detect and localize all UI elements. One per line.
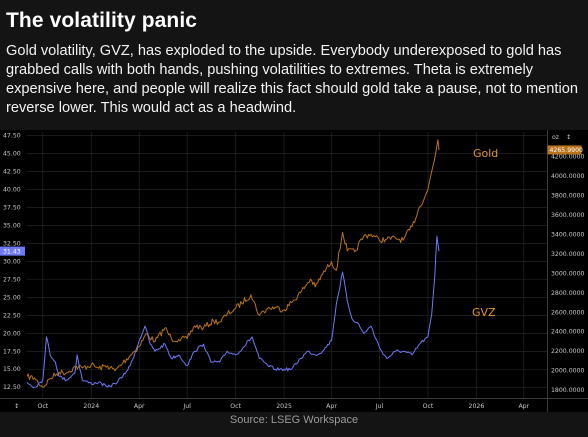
right-axis-tick-label: 2200.0000 xyxy=(551,348,585,355)
right-axis-tick-label: 2400.0000 xyxy=(551,329,585,336)
gold-series-line xyxy=(26,139,440,388)
right-axis-tick-label: 3200.0000 xyxy=(551,251,585,258)
right-axis-tick-label: 1800.0000 xyxy=(551,387,585,394)
right-axis-tick-label: 3400.0000 xyxy=(551,231,585,238)
right-axis-tick-label: 4000.0000 xyxy=(551,173,585,180)
x-axis-tick-label: Apr xyxy=(134,403,145,410)
left-axis-ticks: 12.50 15.00 17.50 20.00 22.50 25.00 27.50 30.00… xyxy=(3,133,21,392)
grid-lines xyxy=(27,132,547,398)
left-axis-tick-label: 45.00 xyxy=(3,151,21,158)
gold-series-label: Gold xyxy=(473,147,498,160)
left-axis-tick-label: 47.50 xyxy=(3,133,21,140)
right-axis-tick-label: 3600.0000 xyxy=(551,212,585,219)
x-axis-tick-label: Oct xyxy=(230,403,241,410)
x-axis-tick-label: Oct xyxy=(423,403,434,410)
right-axis-tick-label: 2800.0000 xyxy=(551,290,585,297)
right-axis-unit: oz xyxy=(552,134,559,141)
left-axis-tick-label: 27.50 xyxy=(3,276,21,283)
left-axis-tick-label: 42.50 xyxy=(3,169,21,176)
x-axis-tick-label: Jul xyxy=(375,403,384,410)
chart-background xyxy=(0,130,588,412)
bottom-axis-handle[interactable]: ↕ xyxy=(14,403,19,410)
x-axis-tick-label: 2024 xyxy=(83,403,99,410)
left-axis-tick-label: 17.50 xyxy=(3,348,21,355)
right-axis-ticks: 1800.0000 2000.0000 2200.0000 2400.0000 2600… xyxy=(551,153,585,394)
left-axis-tick-label: 30.00 xyxy=(3,258,21,265)
series-lines xyxy=(26,139,440,389)
right-axis-tick-label: 2600.0000 xyxy=(551,309,585,316)
left-axis-tick-label: 40.00 xyxy=(3,187,21,194)
gvz-last-value-text: 31.43 xyxy=(3,248,21,255)
right-axis-tick-label: 3000.0000 xyxy=(551,270,585,277)
left-axis-tick-label: 32.50 xyxy=(3,240,21,247)
page-title: The volatility panic xyxy=(6,9,198,32)
right-axis-unit-suffix: ↕ xyxy=(566,134,571,141)
gold-last-value-badge xyxy=(547,145,582,155)
last-value-badges: 4265.9900 31.43 xyxy=(0,145,584,256)
gvz-last-value-badge xyxy=(0,246,25,256)
right-axis-tick-label: 3800.0000 xyxy=(551,192,585,199)
left-axis-tick-label: 15.00 xyxy=(3,366,21,373)
left-axis-tick-label: 12.50 xyxy=(3,384,21,391)
gvz-series-label: GVZ xyxy=(472,306,496,319)
gold-last-value-text: 4265.9900 xyxy=(550,147,584,154)
right-axis-tick-label: 4200.0000 xyxy=(551,153,585,160)
x-axis-tick-label: Apr xyxy=(326,403,337,410)
intro-paragraph: Gold volatility, GVZ, has exploded to th… xyxy=(6,43,578,116)
left-axis-tick-label: 22.50 xyxy=(3,312,21,319)
x-axis-tick-label: Oct xyxy=(37,403,48,410)
gold-gvz-chart: oz ↕ ↕ 12.50 15.00 17.50 20.00 22.50 25.00 27.… xyxy=(0,130,588,412)
x-axis-tick-label: Jul xyxy=(182,403,191,410)
x-axis-ticks: Oct 2024 Apr Jul Oct 2025 Apr Jul Oct 2026 Apr xyxy=(37,403,529,410)
x-axis-tick-label: Apr xyxy=(518,403,529,410)
left-axis-tick-label: 25.00 xyxy=(3,294,21,301)
left-axis-tick-label: 20.00 xyxy=(3,330,21,337)
left-axis-tick-label: 35.00 xyxy=(3,222,21,229)
gvz-series-line xyxy=(26,235,440,389)
source-note: Source: LSEG Workspace xyxy=(229,414,359,426)
x-axis-tick-label: 2025 xyxy=(276,403,292,410)
left-axis-tick-label: 37.50 xyxy=(3,204,21,211)
right-axis-tick-label: 2000.0000 xyxy=(551,368,585,375)
x-axis-tick-label: 2026 xyxy=(469,403,485,410)
